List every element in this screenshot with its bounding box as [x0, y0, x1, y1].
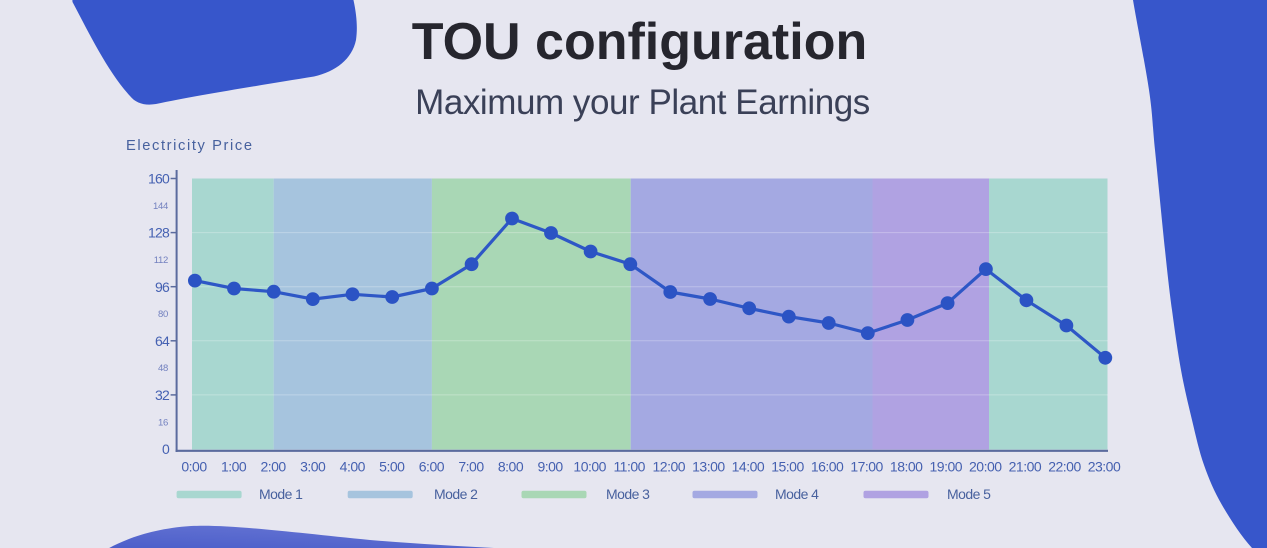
svg-text:15:00: 15:00 [771, 458, 804, 474]
svg-text:8:00: 8:00 [498, 458, 524, 474]
svg-text:19:00: 19:00 [930, 458, 963, 474]
svg-text:4:00: 4:00 [340, 458, 366, 474]
svg-text:20:00: 20:00 [969, 458, 1002, 474]
svg-text:48: 48 [158, 363, 168, 374]
svg-text:0: 0 [162, 441, 170, 457]
svg-text:2:00: 2:00 [260, 458, 286, 474]
svg-text:Mode 5: Mode 5 [947, 486, 991, 502]
svg-text:21:00: 21:00 [1009, 458, 1042, 474]
svg-text:23:00: 23:00 [1088, 458, 1121, 474]
svg-text:11:00: 11:00 [613, 458, 645, 474]
svg-text:Mode 2: Mode 2 [434, 486, 478, 502]
svg-text:Mode 1: Mode 1 [259, 486, 303, 502]
svg-text:Electricity Price: Electricity Price [126, 138, 254, 154]
svg-text:14:00: 14:00 [732, 458, 765, 474]
svg-text:112: 112 [154, 255, 168, 266]
svg-text:144: 144 [153, 201, 168, 212]
svg-text:0:00: 0:00 [181, 458, 207, 474]
svg-text:64: 64 [155, 333, 170, 349]
svg-text:1:00: 1:00 [221, 458, 247, 474]
svg-text:128: 128 [148, 225, 170, 241]
svg-text:160: 160 [148, 171, 170, 187]
svg-text:18:00: 18:00 [890, 458, 923, 474]
svg-text:32: 32 [155, 387, 170, 403]
svg-text:80: 80 [158, 309, 168, 320]
svg-text:Mode 3: Mode 3 [606, 486, 650, 502]
svg-text:5:00: 5:00 [379, 458, 405, 474]
svg-text:12:00: 12:00 [653, 458, 686, 474]
svg-text:96: 96 [155, 279, 170, 295]
svg-text:16: 16 [158, 417, 168, 428]
svg-text:22:00: 22:00 [1048, 458, 1081, 474]
svg-text:9:00: 9:00 [537, 458, 563, 474]
svg-text:17:00: 17:00 [850, 458, 883, 474]
svg-text:10:00: 10:00 [573, 458, 606, 474]
svg-text:13:00: 13:00 [692, 458, 725, 474]
svg-text:3:00: 3:00 [300, 458, 326, 474]
svg-text:6:00: 6:00 [419, 458, 445, 474]
svg-text:16:00: 16:00 [811, 458, 844, 474]
svg-text:Mode 4: Mode 4 [775, 486, 819, 502]
svg-text:7:00: 7:00 [458, 458, 484, 474]
